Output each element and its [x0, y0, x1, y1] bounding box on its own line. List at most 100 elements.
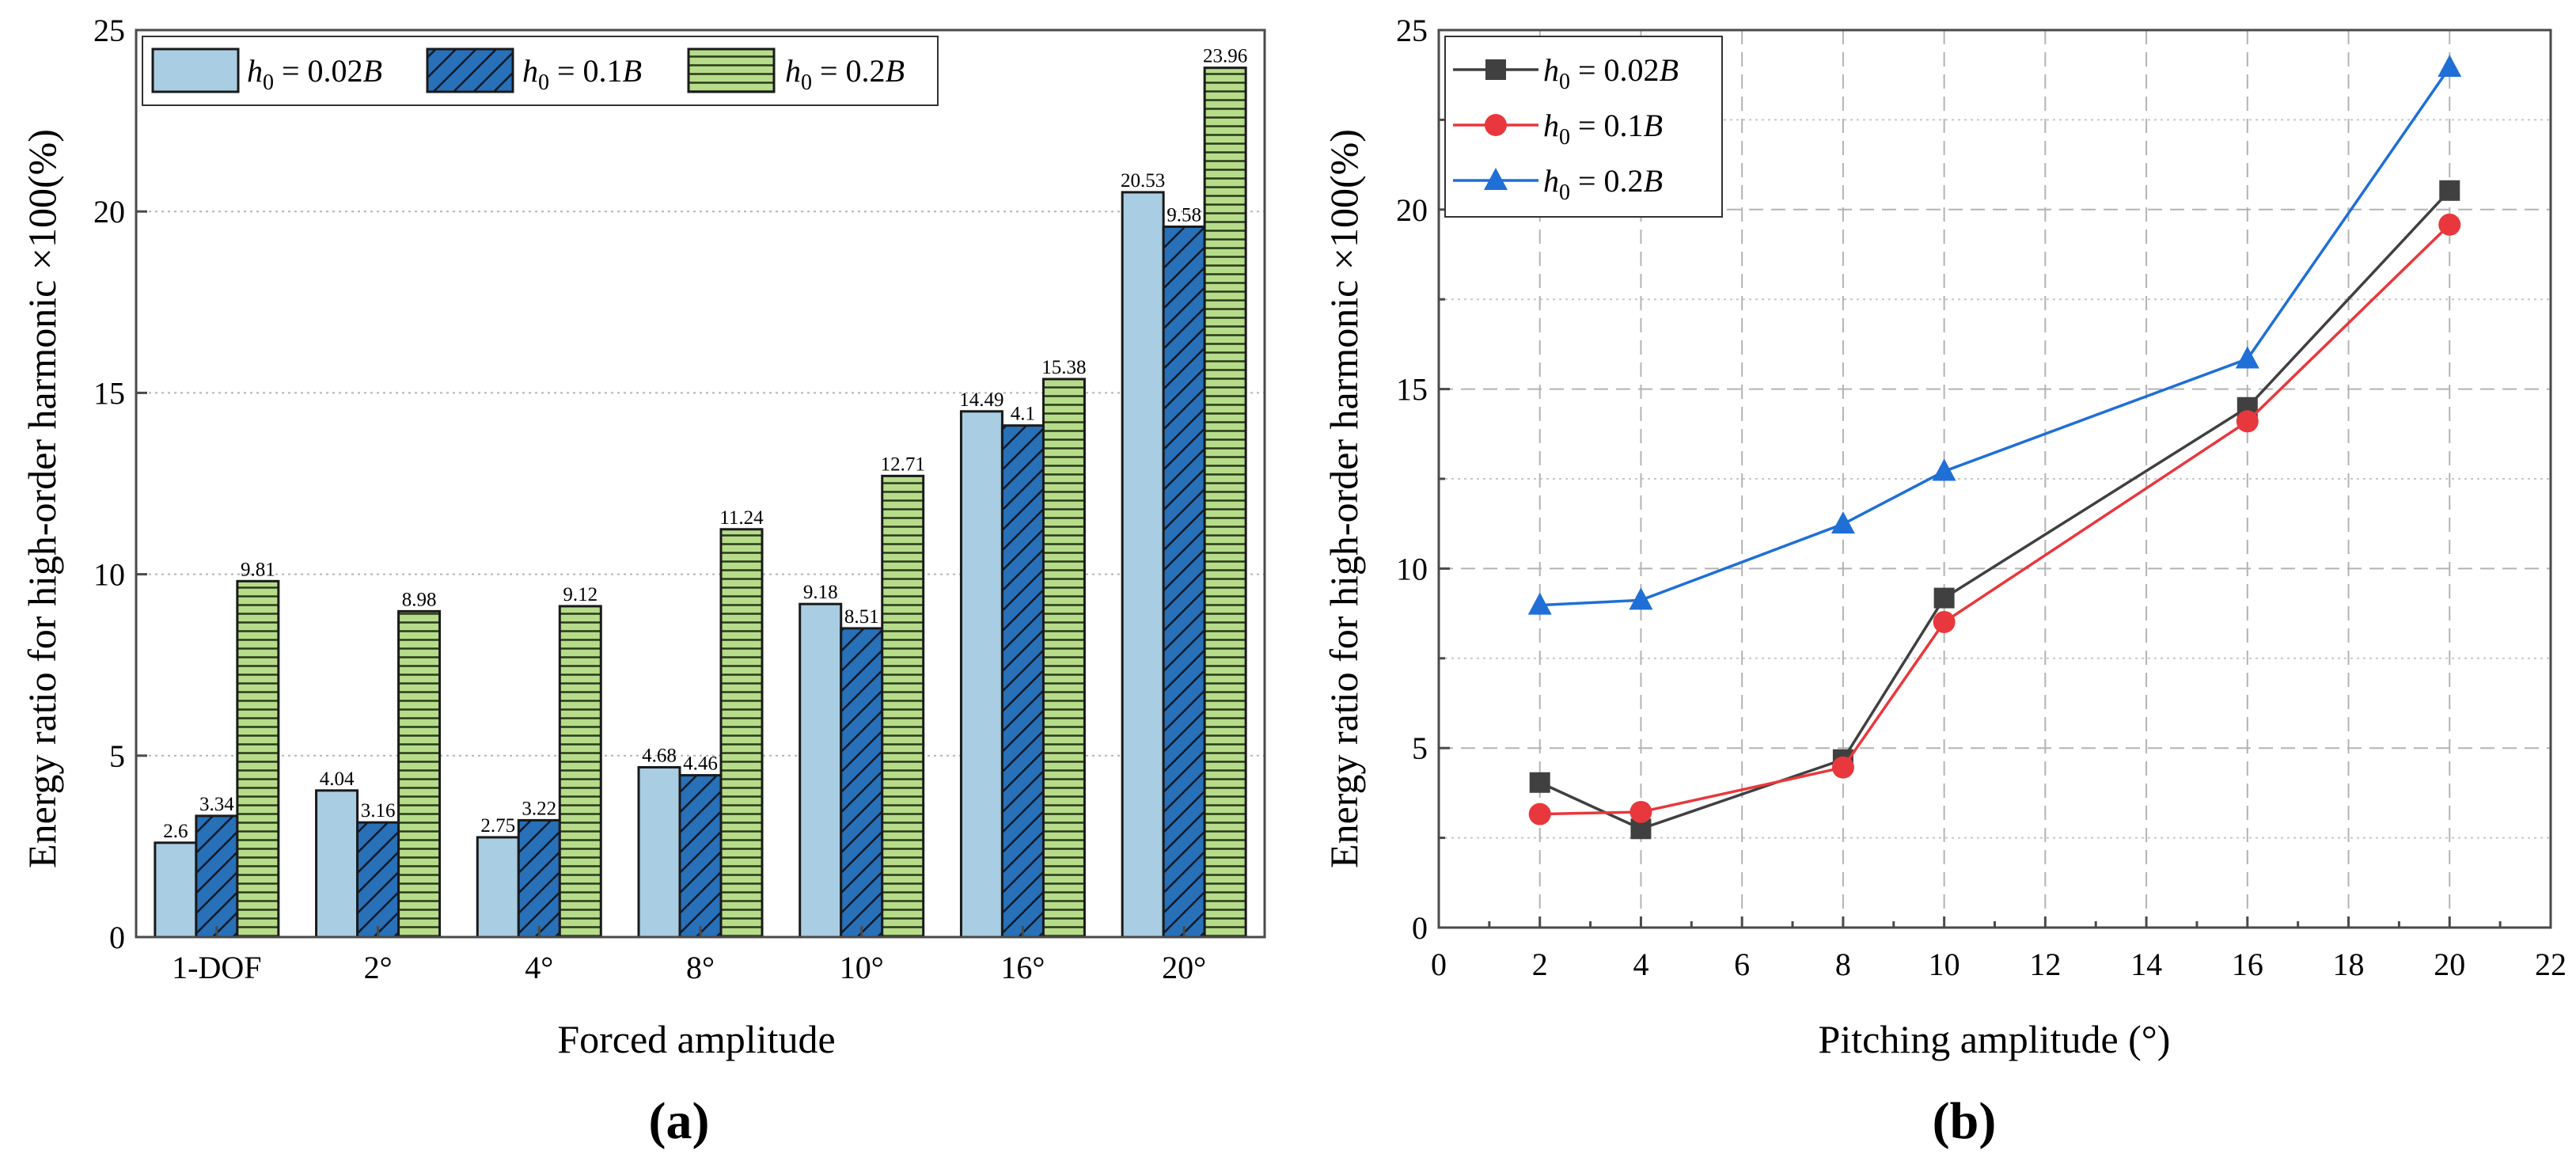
bar-data-label: 3.22 [522, 798, 556, 819]
bar-data-label: 4.46 [683, 753, 718, 775]
bar-chart-x-tick-label: 2° [364, 950, 393, 985]
bar-2 [1162, 225, 1206, 939]
bar-data-label: 15.38 [1041, 357, 1086, 378]
bar-chart-bars [154, 66, 1247, 939]
bar-chart-y-tick-label: 10 [93, 557, 125, 593]
bar-chart-x-tick-label: 20° [1162, 950, 1206, 985]
line-chart-legend: h0 = 0.02B h0 = 0.1B h0 = 0.2B [1444, 36, 1723, 218]
bar-chart-x-tick-label: 10° [840, 950, 884, 985]
line-chart-x-tick-label: 2 [1532, 947, 1548, 982]
bar-1 [637, 765, 681, 939]
line-chart-legend-marker-2 [1485, 114, 1507, 136]
bar-chart-legend-box [142, 36, 939, 106]
bar-2 [840, 627, 884, 939]
line-chart-legend-marker-1 [1485, 59, 1506, 80]
bar-chart-legend-swatch-3 [687, 47, 776, 93]
line-chart-gridlines [1439, 30, 2551, 928]
bar-data-label: 12.71 [881, 453, 925, 475]
bar-3 [881, 474, 925, 939]
line-series-1-point [2439, 180, 2460, 201]
bar-data-label: 4.68 [642, 745, 677, 766]
line-chart-x-tick-label: 8 [1835, 947, 1851, 982]
bar-chart-legend-label-2: h0 = 0.1B [522, 53, 642, 95]
line-chart-x-tick-label: 20 [2434, 947, 2465, 982]
bar-data-label: 23.96 [1203, 46, 1247, 67]
line-chart-x-tick-label: 4 [1633, 947, 1648, 982]
bar-chart-y-tick-label: 5 [109, 738, 125, 774]
bar-chart-legend: h0 = 0.02B h0 = 0.1B h0 = 0.2B [142, 36, 939, 106]
bar-chart-y-tick-label: 20 [93, 194, 125, 230]
line-series-3-point [1527, 592, 1552, 615]
line-series-3-point [1932, 458, 1956, 481]
bar-data-label: 8.98 [402, 589, 437, 610]
bar-chart-x-axis-label: Forced amplitude [557, 1017, 835, 1061]
bar-chart-gridlines [136, 211, 1265, 757]
bar-chart-panel: 2.6 3.34 9.81 4.04 3.16 8.98 2.75 3.22 9.12 4.68 4… [20, 13, 1266, 1150]
bar-3 [236, 579, 280, 939]
bar-data-label: 3.34 [199, 794, 234, 815]
bar-data-label: 11.24 [719, 507, 764, 529]
bar-chart-legend-label-3: h0 = 0.2B [785, 53, 905, 95]
line-chart-x-tick-label: 12 [2029, 947, 2061, 982]
bar-3 [1041, 378, 1086, 939]
bar-chart-y-tick-label: 25 [93, 13, 125, 48]
bar-data-label: 2.75 [480, 815, 515, 837]
bar-data-label: 3.16 [361, 800, 396, 822]
line-series-2-point [2438, 213, 2461, 236]
bar-chart-legend-label-1: h0 = 0.02B [247, 53, 382, 95]
line-chart-x-tick-label: 18 [2333, 947, 2365, 982]
line-chart-panel: 0 5 10 15 20 25 0 2 4 6 8 10 12 14 16 18 20 22 Pitching a… [1322, 13, 2567, 1150]
bar-chart-data-labels: 2.6 3.34 9.81 4.04 3.16 8.98 2.75 3.22 9.12 4.68 4… [163, 46, 1247, 842]
bar-data-label: 14.49 [959, 389, 1003, 411]
line-chart-x-axis-label: Pitching amplitude (°) [1819, 1017, 2171, 1061]
line-chart-y-tick-label: 15 [1396, 372, 1428, 408]
bar-chart-axes: 0 5 10 15 20 25 1-DOF 2° 4° 8° 10° 16° 20° [93, 13, 1266, 985]
bar-data-label: 4.04 [320, 768, 355, 790]
line-series-2-point [1933, 610, 1956, 633]
line-series-1-point [1529, 772, 1550, 793]
bar-chart-x-tick-label: 8° [686, 950, 715, 985]
bar-2 [356, 821, 400, 939]
line-chart-legend-marker-3 [1484, 168, 1508, 190]
line-series-2-point [1629, 800, 1652, 823]
bar-data-label: 9.58 [1167, 204, 1201, 226]
bar-chart-y-tick-label: 0 [109, 920, 125, 955]
bar-data-label: 9.81 [241, 559, 275, 580]
bar-chart-plot-frame [135, 28, 1266, 939]
line-series-3-point [2438, 55, 2462, 78]
bar-1 [959, 410, 1003, 939]
bar-2 [195, 814, 239, 939]
line-series-2 [1539, 223, 2451, 816]
bar-1 [476, 836, 520, 939]
line-series-2-point [2236, 410, 2259, 433]
line-chart-y-tick-label: 0 [1412, 910, 1428, 946]
bar-data-label: 9.12 [563, 584, 598, 605]
line-series-1-point [1933, 587, 1955, 609]
bar-chart-x-tick-label: 4° [525, 950, 553, 985]
bar-chart-x-tick-label: 1-DOF [172, 950, 261, 985]
bar-2 [678, 774, 723, 939]
bar-2 [517, 818, 561, 939]
line-chart-plot-frame [1437, 28, 2552, 929]
bar-2 [1000, 424, 1045, 939]
line-chart-x-tick-label: 22 [2535, 947, 2567, 982]
bar-chart-y-tick-label: 15 [93, 375, 125, 411]
bar-chart-legend-swatch-2 [426, 47, 514, 93]
line-chart-axes: 0 5 10 15 20 25 0 2 4 6 8 10 12 14 16 18 20 22 [1396, 13, 2567, 982]
line-series-1 [1538, 189, 2451, 831]
line-chart-y-axis-label: Energy ratio for high-order harmonic ×10… [1322, 129, 1366, 868]
line-chart-y-tick-label: 20 [1396, 192, 1428, 228]
line-chart-series [1527, 55, 2462, 840]
bar-data-label: 9.18 [803, 582, 838, 603]
line-chart-y-tick-label: 25 [1396, 13, 1428, 48]
bar-chart-y-axis-label: Energy ratio for high-order harmonic ×10… [20, 129, 64, 868]
panel-label-b: (b) [1933, 1092, 1997, 1150]
bar-1 [154, 841, 198, 939]
bar-3 [558, 605, 602, 939]
line-series-3 [1539, 66, 2451, 607]
line-chart-x-tick-label: 16 [2232, 947, 2263, 982]
line-series-3-point [1629, 587, 1653, 610]
bar-1 [315, 789, 359, 939]
bar-3 [1203, 66, 1247, 939]
